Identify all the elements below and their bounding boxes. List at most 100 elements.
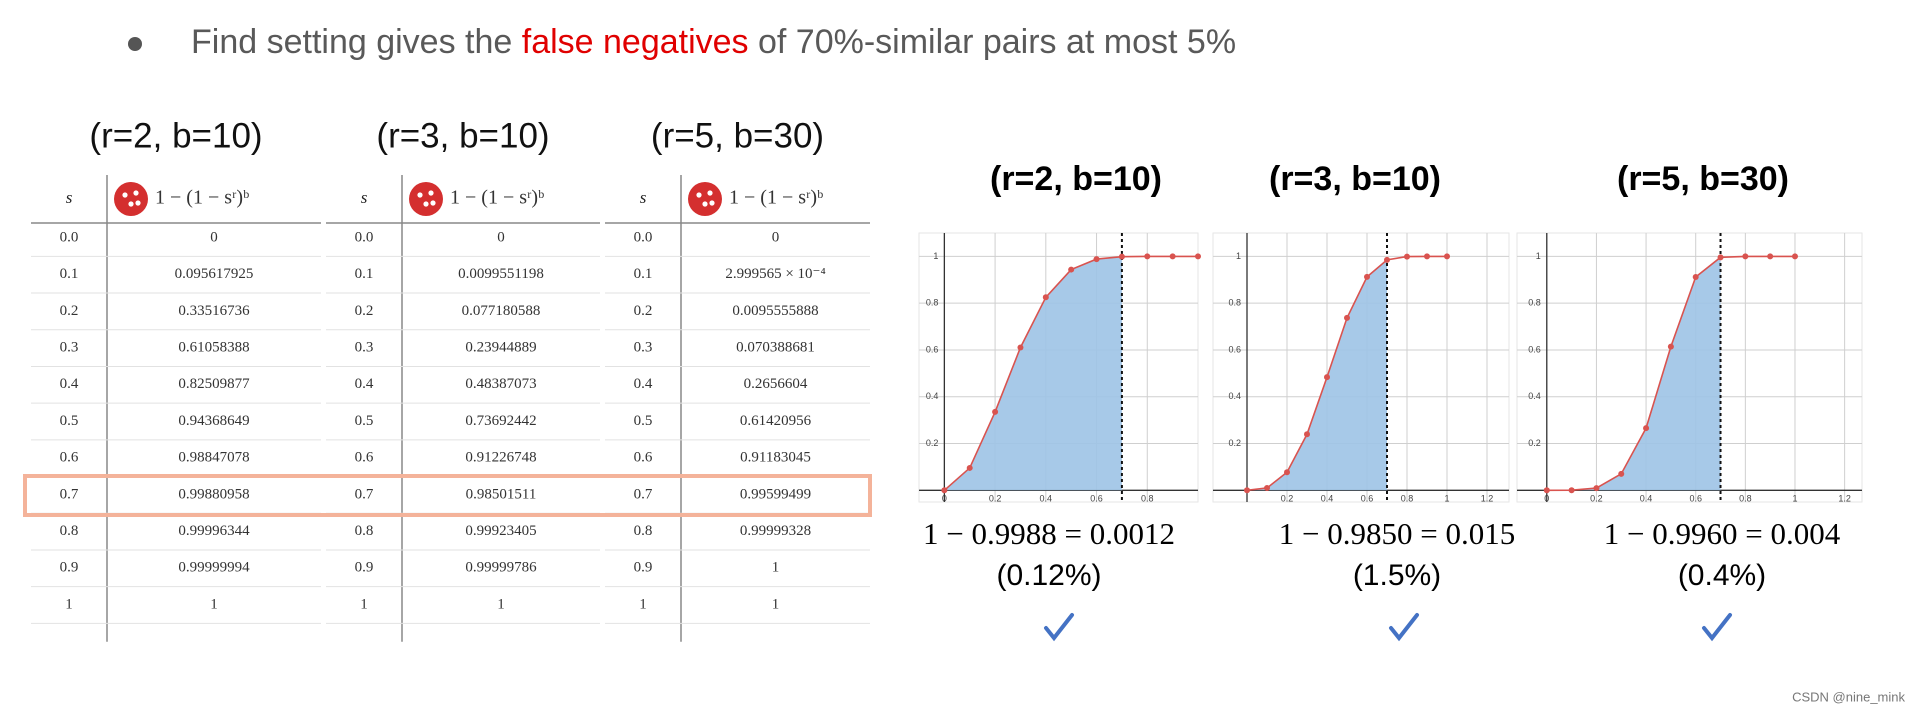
checkmark bbox=[1044, 613, 1074, 642]
table-cell: 0 bbox=[497, 229, 505, 245]
table-cell: 0.0095555888 bbox=[732, 303, 818, 319]
checkmark bbox=[1389, 613, 1419, 642]
table-cell: 0.0 bbox=[355, 229, 374, 245]
table-cell: 0.91183045 bbox=[740, 450, 811, 466]
x-tick-label: 0.8 bbox=[1141, 494, 1154, 504]
table-cell: 0.99599499 bbox=[740, 486, 811, 502]
table-cell: 0.23944889 bbox=[465, 340, 536, 356]
x-tick-label: 0.8 bbox=[1401, 494, 1414, 504]
point bbox=[941, 487, 948, 494]
header-part: Find setting gives the bbox=[191, 23, 522, 61]
y-tick-label: 0.4 bbox=[926, 391, 939, 401]
point bbox=[1364, 273, 1370, 280]
result-equation: 1 − 0.9850 = 0.015 bbox=[1279, 516, 1515, 551]
table-cell: 0.1 bbox=[355, 266, 374, 282]
table-cell: 0.7 bbox=[355, 486, 374, 502]
table-cell: 0.2 bbox=[60, 303, 79, 319]
icon-dot bbox=[423, 201, 429, 207]
y-tick-label: 0.8 bbox=[1528, 298, 1541, 308]
table-title: (r=3, b=10) bbox=[376, 116, 549, 155]
result-percent: (0.12%) bbox=[996, 559, 1101, 592]
area bbox=[1247, 259, 1387, 491]
x-tick-label: 0.4 bbox=[1321, 494, 1334, 504]
point bbox=[1404, 253, 1410, 260]
point bbox=[1068, 266, 1075, 273]
table-cell: 0.1 bbox=[634, 266, 653, 282]
chart-title: (r=5, b=30) bbox=[1617, 160, 1789, 198]
icon-dot bbox=[709, 200, 715, 206]
table-cell: 0.3 bbox=[60, 340, 79, 356]
table-cell: 0 bbox=[772, 229, 780, 245]
x-tick-label: 0.6 bbox=[1689, 494, 1702, 504]
icon bbox=[114, 182, 148, 216]
y-tick-label: 0.4 bbox=[1528, 391, 1541, 401]
table-cell: 0.61420956 bbox=[740, 413, 812, 429]
point bbox=[1692, 274, 1699, 281]
table-cell: 1 bbox=[639, 596, 647, 612]
table-cell: 1 bbox=[65, 596, 73, 612]
table-cell: 0.99880958 bbox=[178, 486, 249, 502]
result-percent: (1.5%) bbox=[1353, 559, 1441, 592]
table-cell: 1 bbox=[772, 560, 780, 576]
icon-dot bbox=[696, 192, 702, 198]
x-tick-label: 1 bbox=[1792, 494, 1797, 504]
header-part: of 70%-similar pairs at most 5% bbox=[749, 23, 1237, 61]
table-cell: 0.2656604 bbox=[744, 376, 808, 392]
table-cell: 0.1 bbox=[60, 266, 79, 282]
icon-dot bbox=[122, 192, 128, 198]
x-tick-label: 0.6 bbox=[1090, 494, 1103, 504]
point bbox=[1264, 484, 1270, 491]
point bbox=[1618, 470, 1625, 477]
icon-dot bbox=[707, 190, 713, 196]
table-cell: 0.9 bbox=[355, 560, 374, 576]
y-tick-label: 0.2 bbox=[1528, 438, 1541, 448]
table-cell: 0.98847078 bbox=[178, 450, 249, 466]
table-cell: 0.3 bbox=[634, 340, 653, 356]
table-cell: 0.0 bbox=[60, 229, 79, 245]
y-tick-label: 1 bbox=[933, 251, 938, 261]
point bbox=[1344, 314, 1350, 321]
icon bbox=[409, 182, 443, 216]
chart-title: (r=2, b=10) bbox=[990, 160, 1162, 198]
highlight-box bbox=[23, 474, 872, 517]
y-tick-label: 1 bbox=[1536, 251, 1541, 261]
point bbox=[1284, 469, 1290, 476]
point bbox=[992, 408, 999, 415]
table-cell: 1 bbox=[360, 596, 368, 612]
table-cell: 0.095617925 bbox=[175, 266, 254, 282]
checkmark bbox=[1702, 613, 1732, 642]
table-title: (r=5, b=30) bbox=[651, 116, 824, 155]
table-cell: 0.33516736 bbox=[178, 303, 250, 319]
table-cell: 0.2 bbox=[355, 303, 374, 319]
table-cell: 0.7 bbox=[60, 486, 79, 502]
table-cell: 0.3 bbox=[355, 340, 374, 356]
area bbox=[944, 256, 1122, 491]
table-cell: 0.94368649 bbox=[178, 413, 249, 429]
table-cell: 0.82509877 bbox=[178, 376, 250, 392]
result-equation: 1 − 0.9960 = 0.004 bbox=[1604, 516, 1841, 551]
table-cell: 0.0 bbox=[634, 229, 653, 245]
chart-title: (r=3, b=10) bbox=[1269, 160, 1441, 198]
point bbox=[1593, 485, 1600, 492]
header-highlight: false negatives bbox=[522, 23, 749, 61]
table-title: (r=2, b=10) bbox=[89, 116, 262, 155]
point bbox=[1093, 256, 1100, 263]
point bbox=[1169, 253, 1176, 260]
point bbox=[1384, 256, 1390, 263]
point bbox=[1791, 253, 1798, 260]
icon-dot bbox=[702, 201, 708, 207]
table-cell: 1 bbox=[772, 596, 780, 612]
y-tick-label: 0.4 bbox=[1228, 391, 1241, 401]
result-equation: 1 − 0.9988 = 0.0012 bbox=[923, 516, 1175, 551]
point bbox=[966, 464, 973, 471]
point bbox=[1324, 374, 1330, 381]
y-tick-label: 0.8 bbox=[1228, 298, 1241, 308]
column-header: 1 − (1 − sʳ)ᵇ bbox=[155, 187, 249, 209]
x-tick-label: 1.2 bbox=[1838, 494, 1851, 504]
table-cell: 0.6 bbox=[60, 450, 79, 466]
table-cell: 0.48387073 bbox=[465, 376, 536, 392]
table-cell: 0.4 bbox=[634, 376, 653, 392]
column-header: 1 − (1 − sʳ)ᵇ bbox=[450, 187, 544, 209]
bullet bbox=[128, 37, 142, 51]
